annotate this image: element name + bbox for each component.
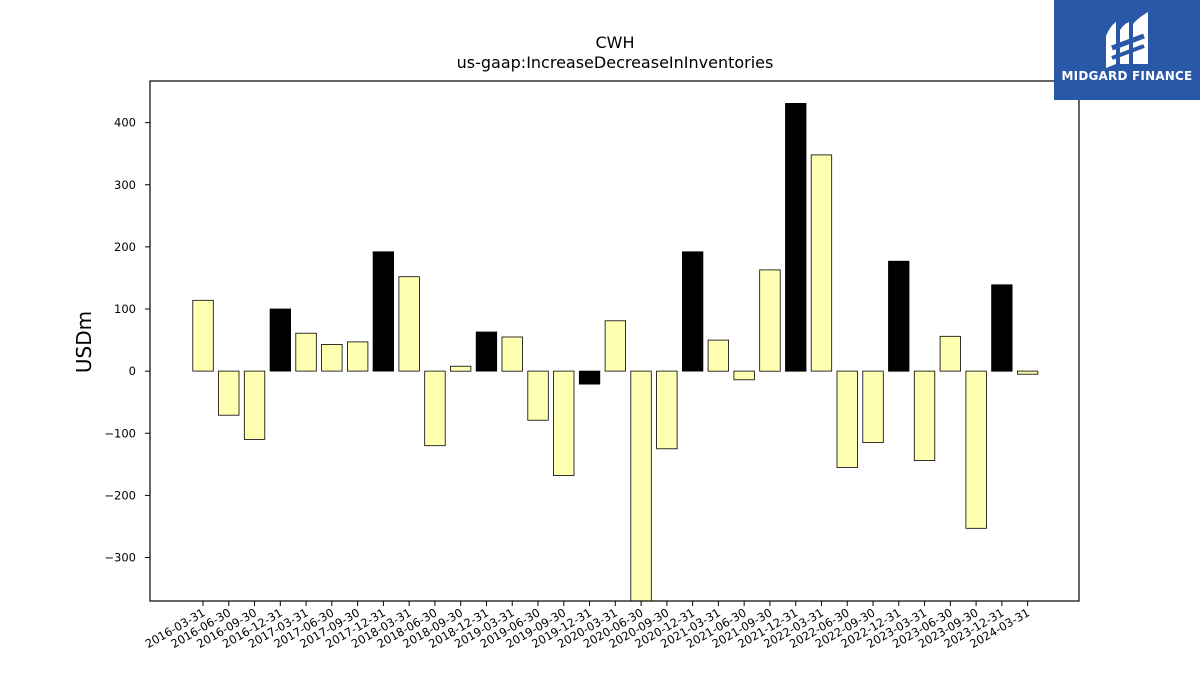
bar-2023-06-30 — [939, 335, 961, 372]
bar-2018-09-30 — [449, 365, 472, 372]
bar-2023-12-31 — [991, 284, 1013, 372]
bar-2017-06-30 — [321, 343, 343, 372]
plot-frame — [149, 80, 1080, 602]
y-tick-label: 100 — [114, 302, 136, 316]
bar-2017-12-31 — [372, 251, 395, 372]
bar-2019-06-30 — [527, 370, 549, 421]
bars-group — [192, 103, 1039, 602]
bar-2016-03-31 — [192, 299, 214, 372]
y-tick-label: 400 — [114, 116, 136, 130]
x-axis-ticks: 2016-03-312016-06-302016-09-302016-12-31… — [143, 601, 1032, 651]
brand-name: MIDGARD FINANCE — [1061, 69, 1193, 83]
bar-2022-09-30 — [862, 370, 884, 443]
bar-2017-09-30 — [346, 341, 369, 372]
bar-2022-03-31 — [810, 154, 833, 372]
bar-2016-06-30 — [218, 370, 240, 416]
bar-2019-12-31 — [578, 370, 601, 385]
bar-2019-03-31 — [501, 336, 523, 372]
bar-2016-09-30 — [243, 370, 266, 440]
bar-2021-06-30 — [733, 370, 755, 381]
y-axis-label: USDm — [72, 311, 96, 373]
y-tick-label: −100 — [104, 426, 136, 440]
bar-2019-09-30 — [553, 370, 575, 476]
bar-2022-12-31 — [888, 260, 910, 372]
bar-2020-06-30 — [630, 370, 652, 602]
bar-2018-03-31 — [398, 276, 420, 372]
bar-2023-09-30 — [965, 370, 987, 529]
bar-2020-12-31 — [682, 251, 704, 372]
chart-title: CWH — [595, 33, 634, 52]
bar-2023-03-31 — [913, 370, 936, 462]
bar-2024-03-31 — [1017, 370, 1039, 375]
bar-2022-06-30 — [836, 370, 858, 468]
bar-2016-12-31 — [269, 308, 292, 372]
bar-2021-09-30 — [759, 269, 781, 372]
bar-2018-06-30 — [424, 370, 446, 447]
bar-2020-09-30 — [656, 370, 678, 450]
y-tick-label: 0 — [129, 364, 136, 378]
y-tick-label: −200 — [104, 488, 136, 502]
brand-logo: MIDGARD FINANCE — [1054, 0, 1200, 100]
y-tick-label: −300 — [104, 551, 136, 565]
y-axis-ticks: −300 −200 −100 0 100 200 300 400 — [104, 116, 150, 565]
bar-2021-12-31 — [785, 103, 807, 372]
bar-2018-12-31 — [475, 331, 498, 372]
bar-2017-03-31 — [295, 332, 317, 372]
y-tick-label: 300 — [114, 178, 136, 192]
bar-2020-03-31 — [604, 320, 626, 372]
midgard-logo-icon — [1106, 12, 1148, 68]
chart-subtitle: us-gaap:IncreaseDecreaseInInventories — [457, 53, 774, 72]
bar-2021-03-31 — [707, 339, 729, 372]
y-tick-label: 200 — [114, 240, 136, 254]
